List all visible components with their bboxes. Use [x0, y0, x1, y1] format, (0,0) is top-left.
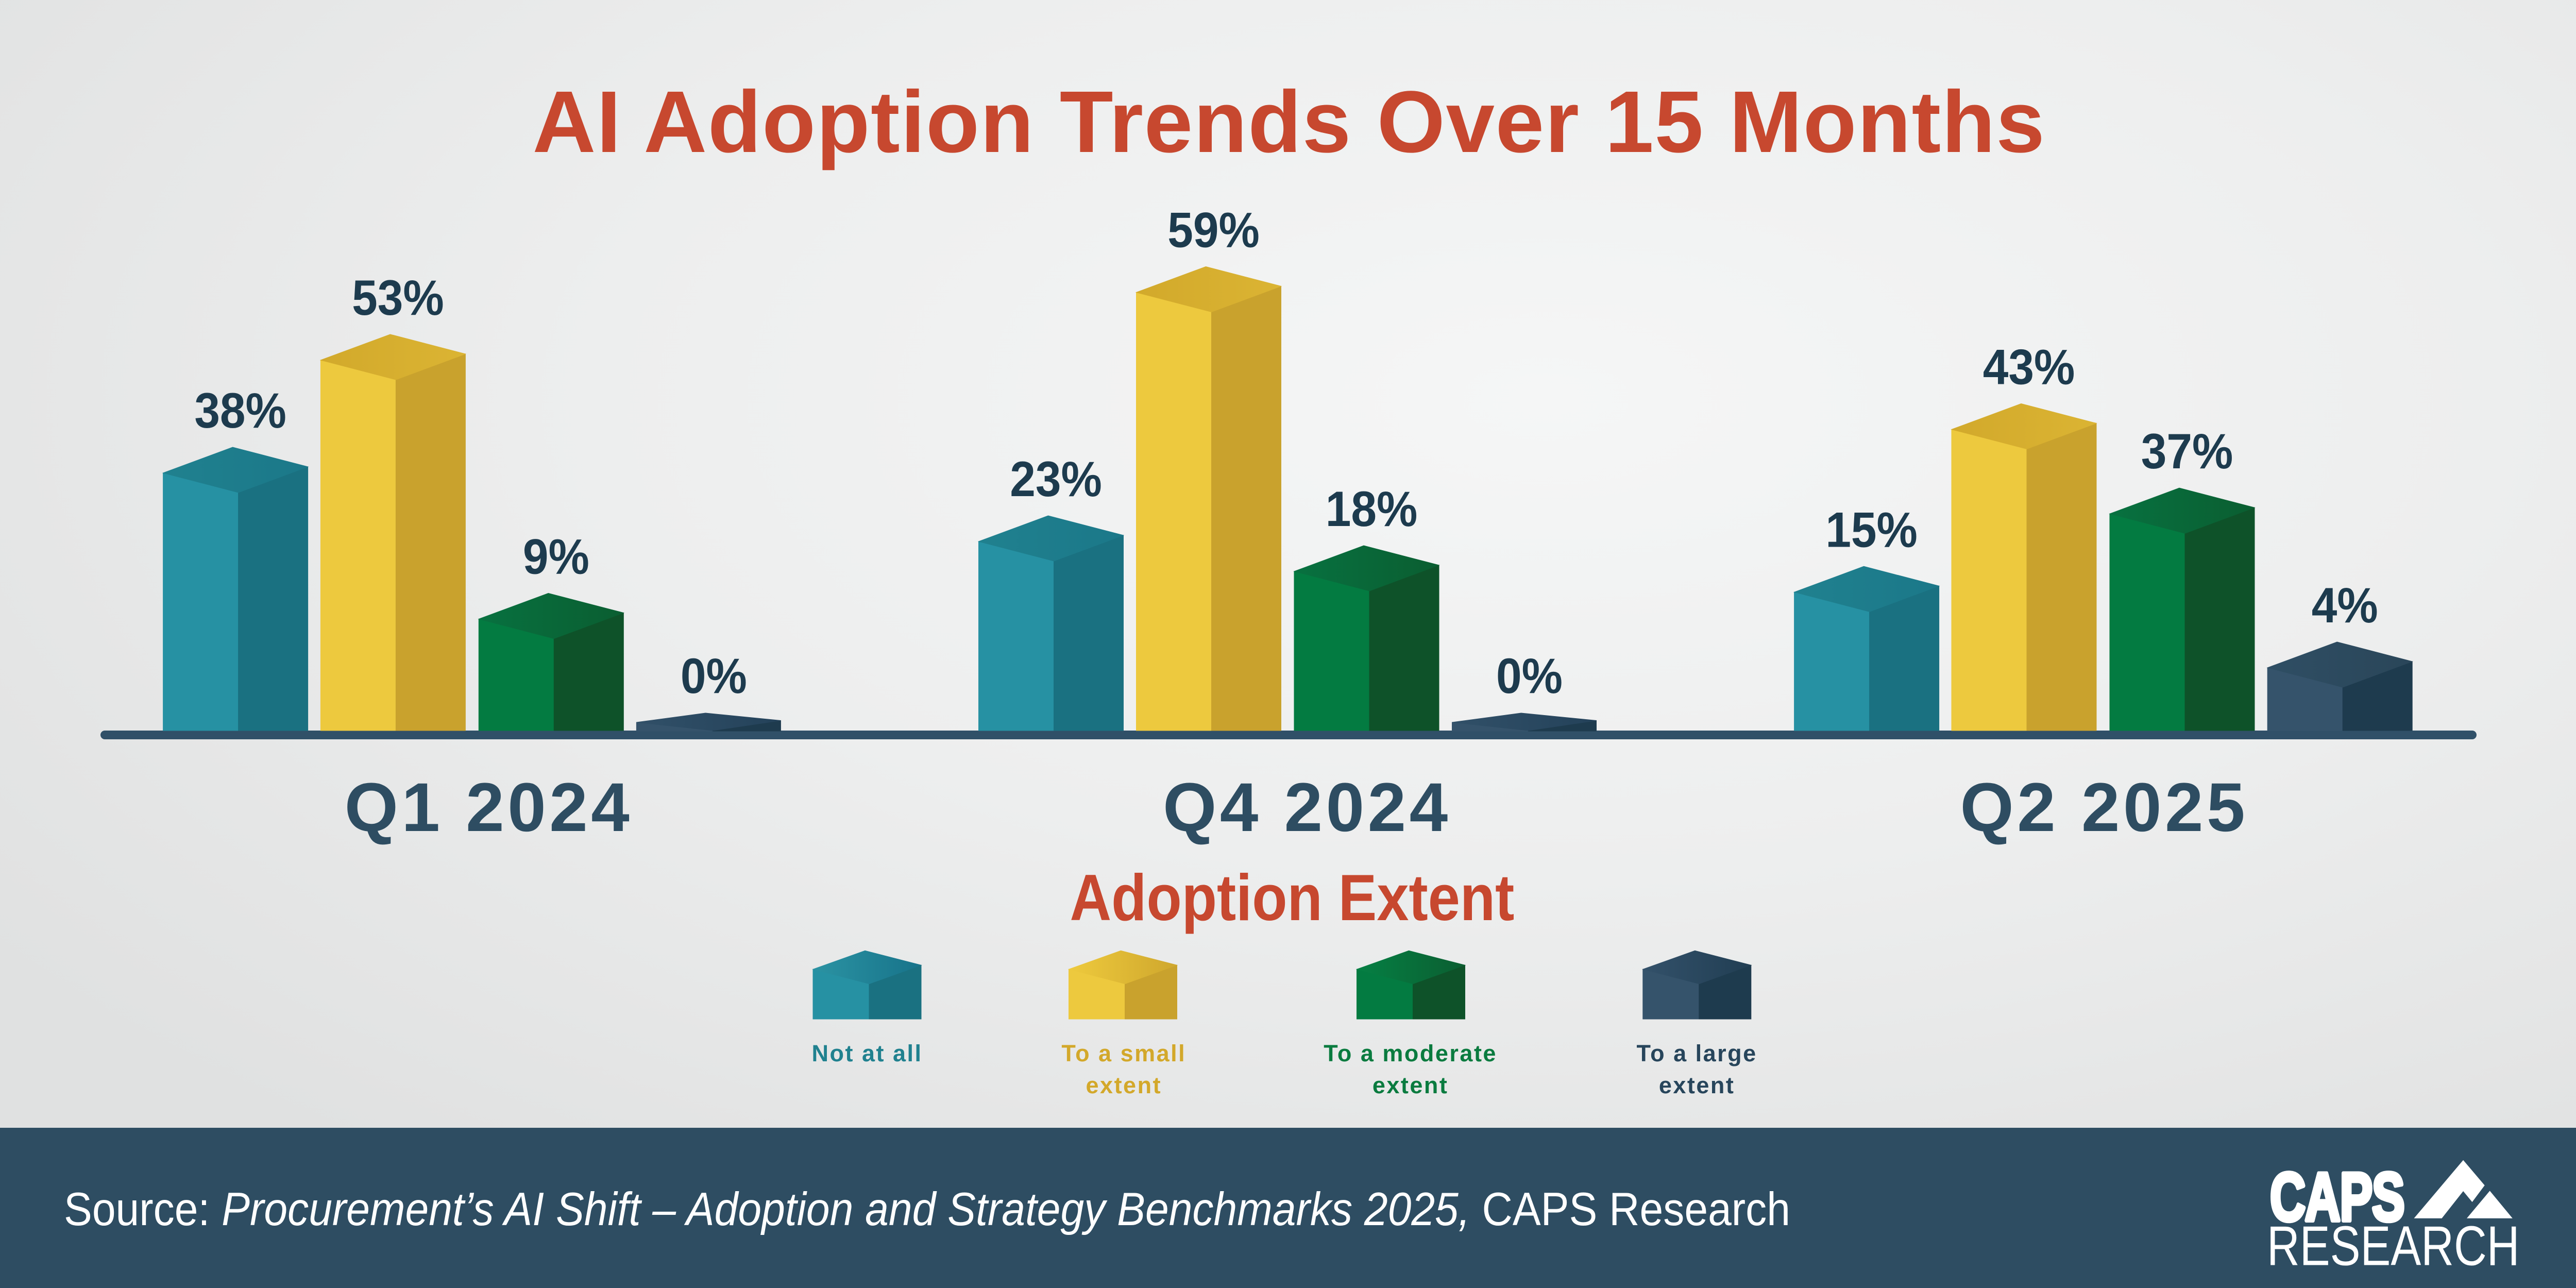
svg-text:0%: 0% — [1496, 648, 1563, 704]
svg-text:18%: 18% — [1326, 481, 1418, 537]
svg-text:59%: 59% — [1167, 202, 1260, 258]
svg-text:CAPS: CAPS — [2270, 1158, 2404, 1235]
svg-text:15%: 15% — [1825, 502, 1918, 557]
svg-text:RESEARCH: RESEARCH — [2267, 1215, 2520, 1278]
svg-text:37%: 37% — [2141, 423, 2233, 479]
svg-text:To a large: To a large — [1636, 1040, 1757, 1066]
svg-text:Q4 2024: Q4 2024 — [1163, 769, 1451, 846]
svg-text:Q2 2025: Q2 2025 — [1960, 769, 2249, 846]
svg-text:To a small: To a small — [1061, 1040, 1186, 1066]
svg-text:extent: extent — [1659, 1072, 1735, 1098]
svg-text:Not at all: Not at all — [811, 1040, 922, 1066]
svg-text:To a moderate: To a moderate — [1324, 1040, 1497, 1066]
svg-text:Q1 2024: Q1 2024 — [345, 769, 633, 846]
svg-text:extent: extent — [1086, 1072, 1162, 1098]
svg-text:Adoption Extent: Adoption Extent — [1070, 861, 1514, 934]
svg-text:38%: 38% — [194, 383, 286, 438]
svg-text:extent: extent — [1372, 1072, 1449, 1098]
svg-text:AI Adoption Trends Over 15 Mon: AI Adoption Trends Over 15 Months — [533, 73, 2046, 171]
svg-text:43%: 43% — [1983, 339, 2075, 395]
svg-text:53%: 53% — [352, 270, 444, 326]
svg-text:9%: 9% — [523, 529, 589, 584]
svg-text:4%: 4% — [2312, 578, 2378, 633]
svg-text:Source: Procurement’s AI Shift: Source: Procurement’s AI Shift – Adoptio… — [64, 1183, 1790, 1235]
svg-text:0%: 0% — [681, 648, 747, 704]
svg-text:23%: 23% — [1010, 451, 1102, 507]
